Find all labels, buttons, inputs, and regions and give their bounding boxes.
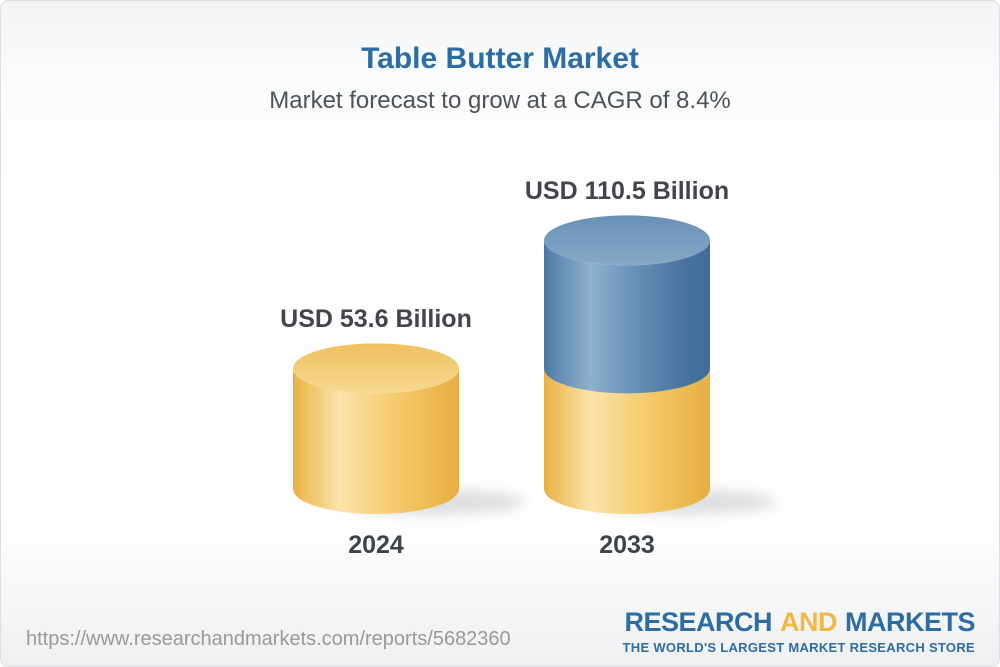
page-title: Table Butter Market	[361, 42, 639, 75]
value-label-2033: USD 110.5 Billion	[524, 177, 730, 206]
cylinder-segment-2024-base-market-size	[293, 368, 459, 514]
source-url-link[interactable]: https://www.researchandmarkets.com/repor…	[26, 628, 511, 650]
category-label-2024: 2024	[348, 531, 404, 559]
logo-word-research: RESEARCH	[624, 607, 772, 637]
logo-word-and: AND	[780, 607, 838, 637]
logo-wordmark: RESEARCH AND MARKETS	[623, 609, 975, 636]
page-subtitle: Market forecast to grow at a CAGR of 8.4…	[269, 87, 731, 114]
cylinder-cap-2033	[544, 215, 710, 266]
category-label-2033: 2033	[599, 531, 655, 559]
cylinder-segment-2033-base-market-size	[544, 368, 710, 514]
cylinder-segment-2033-forecast-growth	[544, 240, 710, 394]
logo-word-markets: MARKETS	[845, 607, 976, 637]
research-and-markets-logo: RESEARCH AND MARKETS THE WORLD'S LARGEST M…	[622, 609, 976, 656]
value-label-2024: USD 53.6 Billion	[280, 305, 472, 334]
logo-tagline: THE WORLD'S LARGEST MARKET RESEARCH STOR…	[622, 640, 975, 655]
cylinder-cap-2024	[293, 343, 459, 394]
